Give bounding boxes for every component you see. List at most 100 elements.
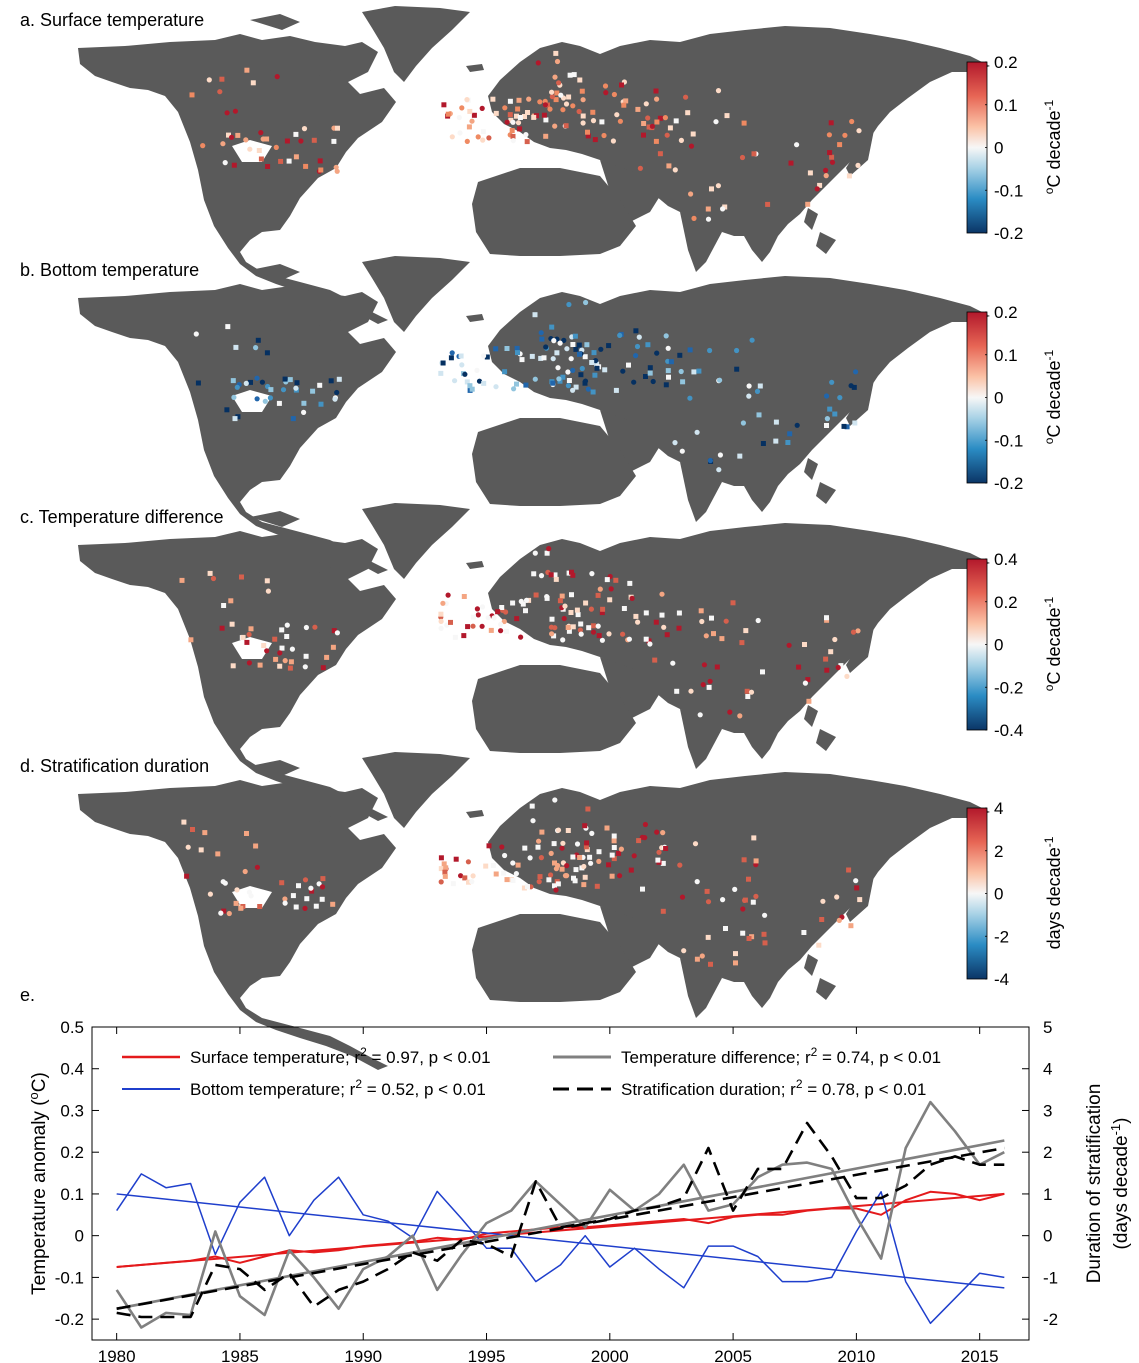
legend-name: Bottom temperature; r [190, 1080, 356, 1099]
station-marker [579, 88, 585, 94]
legend-entry: Surface temperature; r2 = 0.97, p < 0.01 [190, 1045, 491, 1067]
station-marker [253, 843, 259, 849]
station-marker [707, 678, 713, 684]
station-marker [240, 634, 246, 640]
station-marker [229, 134, 235, 140]
station-marker [229, 621, 235, 627]
station-marker [737, 453, 743, 459]
station-marker [606, 631, 612, 637]
legend-stat: = 0.52, p < 0.01 [362, 1080, 486, 1099]
station-marker [510, 860, 516, 866]
colorbar: 0.2 0.1 0 -0.1 -0.2 oC decade-1 [966, 303, 1064, 493]
station-marker [696, 368, 702, 374]
station-marker [635, 106, 641, 112]
station-marker [228, 598, 234, 604]
station-marker [259, 379, 265, 385]
station-marker [566, 628, 572, 634]
station-marker [643, 636, 649, 642]
station-marker [549, 616, 555, 622]
station-marker [479, 604, 486, 610]
station-marker [317, 158, 323, 164]
station-marker [278, 158, 284, 164]
station-marker [250, 80, 256, 86]
station-marker [835, 664, 841, 671]
station-marker [824, 416, 831, 422]
station-marker [507, 112, 513, 118]
station-marker [649, 123, 656, 129]
station-marker [284, 622, 290, 628]
station-marker [585, 129, 590, 135]
station-marker [824, 617, 830, 623]
station-marker [470, 623, 476, 629]
station-marker [685, 110, 691, 116]
station-marker [678, 137, 685, 143]
station-marker [701, 662, 708, 668]
station-marker [530, 818, 536, 824]
station-marker [551, 841, 557, 847]
station-marker [538, 855, 545, 861]
station-marker [705, 206, 711, 212]
station-marker [846, 173, 852, 179]
station-marker [230, 378, 236, 384]
station-marker [578, 621, 584, 627]
station-marker [577, 627, 584, 633]
station-marker [621, 102, 627, 108]
station-marker [324, 654, 330, 660]
station-marker [476, 378, 483, 384]
y-right-label-text: (days decade [1111, 1135, 1132, 1249]
station-marker [705, 216, 712, 222]
colorbar-label-pre: o [1042, 437, 1056, 444]
station-marker [566, 94, 572, 100]
station-marker [257, 662, 263, 668]
station-marker [261, 643, 267, 648]
station-marker [282, 376, 288, 382]
y-left-tick-label: 0.2 [60, 1143, 84, 1162]
station-marker [688, 191, 694, 197]
colorbar-tick-label: 0.2 [994, 593, 1018, 612]
station-marker [210, 575, 217, 582]
station-marker [760, 669, 765, 675]
station-marker [464, 97, 470, 103]
x-tick-label: 2015 [961, 1347, 999, 1363]
station-marker [231, 394, 237, 400]
station-marker [221, 908, 227, 914]
station-marker [557, 378, 563, 384]
legend-entry: Bottom temperature; r2 = 0.52, p < 0.01 [190, 1077, 486, 1099]
station-marker [727, 709, 733, 715]
station-marker [504, 346, 510, 351]
station-marker [264, 350, 270, 356]
station-marker [513, 871, 520, 877]
station-marker [441, 861, 447, 867]
station-marker [700, 682, 706, 688]
colorbar-label-sup: -1 [1042, 99, 1056, 110]
station-marker [656, 849, 662, 855]
station-marker [802, 642, 807, 647]
station-marker [541, 112, 547, 118]
station-marker [534, 113, 539, 119]
station-marker [279, 880, 285, 886]
series-4 [116, 1121, 1005, 1319]
station-marker [660, 860, 666, 866]
station-marker [553, 50, 559, 56]
station-marker [643, 101, 649, 107]
station-marker [541, 355, 547, 361]
station-marker [773, 419, 779, 425]
station-marker [787, 431, 793, 437]
station-marker [284, 634, 290, 639]
station-marker [258, 156, 264, 162]
legend-stat: = 0.74, p < 0.01 [817, 1048, 941, 1067]
station-marker [526, 96, 532, 102]
station-marker [557, 340, 563, 346]
station-marker [242, 868, 248, 875]
station-marker [560, 637, 566, 643]
station-marker [604, 825, 610, 831]
station-marker [584, 840, 590, 846]
station-marker [510, 878, 516, 883]
station-marker [650, 378, 656, 385]
station-marker [643, 610, 649, 616]
station-marker [563, 123, 569, 129]
station-marker [254, 864, 260, 870]
station-marker [660, 830, 666, 836]
station-marker [584, 342, 590, 348]
trend-line [116, 1146, 1005, 1310]
